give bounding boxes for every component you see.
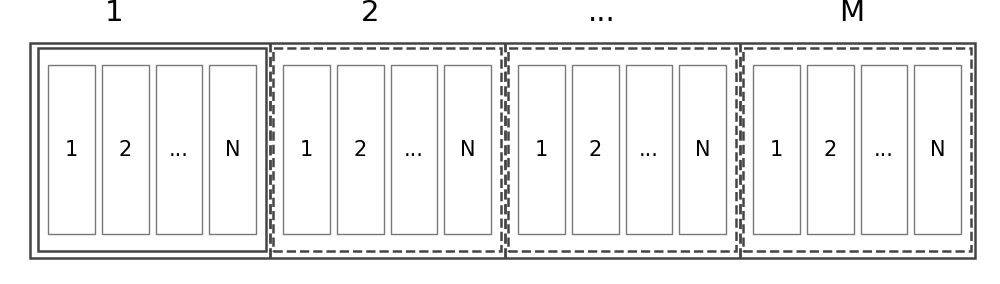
Text: N: N	[930, 140, 945, 160]
Text: N: N	[695, 140, 710, 160]
Text: 2: 2	[588, 140, 602, 160]
Text: 1: 1	[300, 140, 313, 160]
Bar	[209, 65, 256, 234]
Bar	[807, 65, 854, 234]
Bar	[679, 65, 726, 234]
Text: ...: ...	[169, 140, 189, 160]
Text: 1: 1	[65, 140, 78, 160]
Text: ...: ...	[404, 140, 424, 160]
Bar	[753, 65, 800, 234]
Bar	[48, 65, 95, 234]
Bar	[30, 43, 975, 258]
Bar	[283, 65, 330, 234]
Bar	[38, 48, 266, 251]
Bar	[156, 65, 202, 234]
Text: M: M	[839, 0, 865, 27]
Text: N: N	[225, 140, 240, 160]
Text: 1: 1	[105, 0, 123, 27]
Text: ...: ...	[874, 140, 894, 160]
Text: 2: 2	[354, 140, 367, 160]
Text: 2: 2	[361, 0, 379, 27]
Bar	[914, 65, 961, 234]
Text: 2: 2	[119, 140, 132, 160]
Bar	[337, 65, 384, 234]
Text: 1: 1	[535, 140, 548, 160]
Text: ...: ...	[639, 140, 659, 160]
Bar	[626, 65, 672, 234]
Text: N: N	[460, 140, 475, 160]
Text: 2: 2	[824, 140, 837, 160]
Bar	[743, 48, 971, 251]
Bar	[102, 65, 148, 234]
Text: 1: 1	[770, 140, 783, 160]
Bar	[508, 48, 736, 251]
Bar	[572, 65, 618, 234]
Bar	[518, 65, 565, 234]
Bar	[861, 65, 907, 234]
Bar	[391, 65, 437, 234]
Bar	[444, 65, 491, 234]
Bar	[273, 48, 501, 251]
Text: ...: ...	[588, 0, 616, 27]
